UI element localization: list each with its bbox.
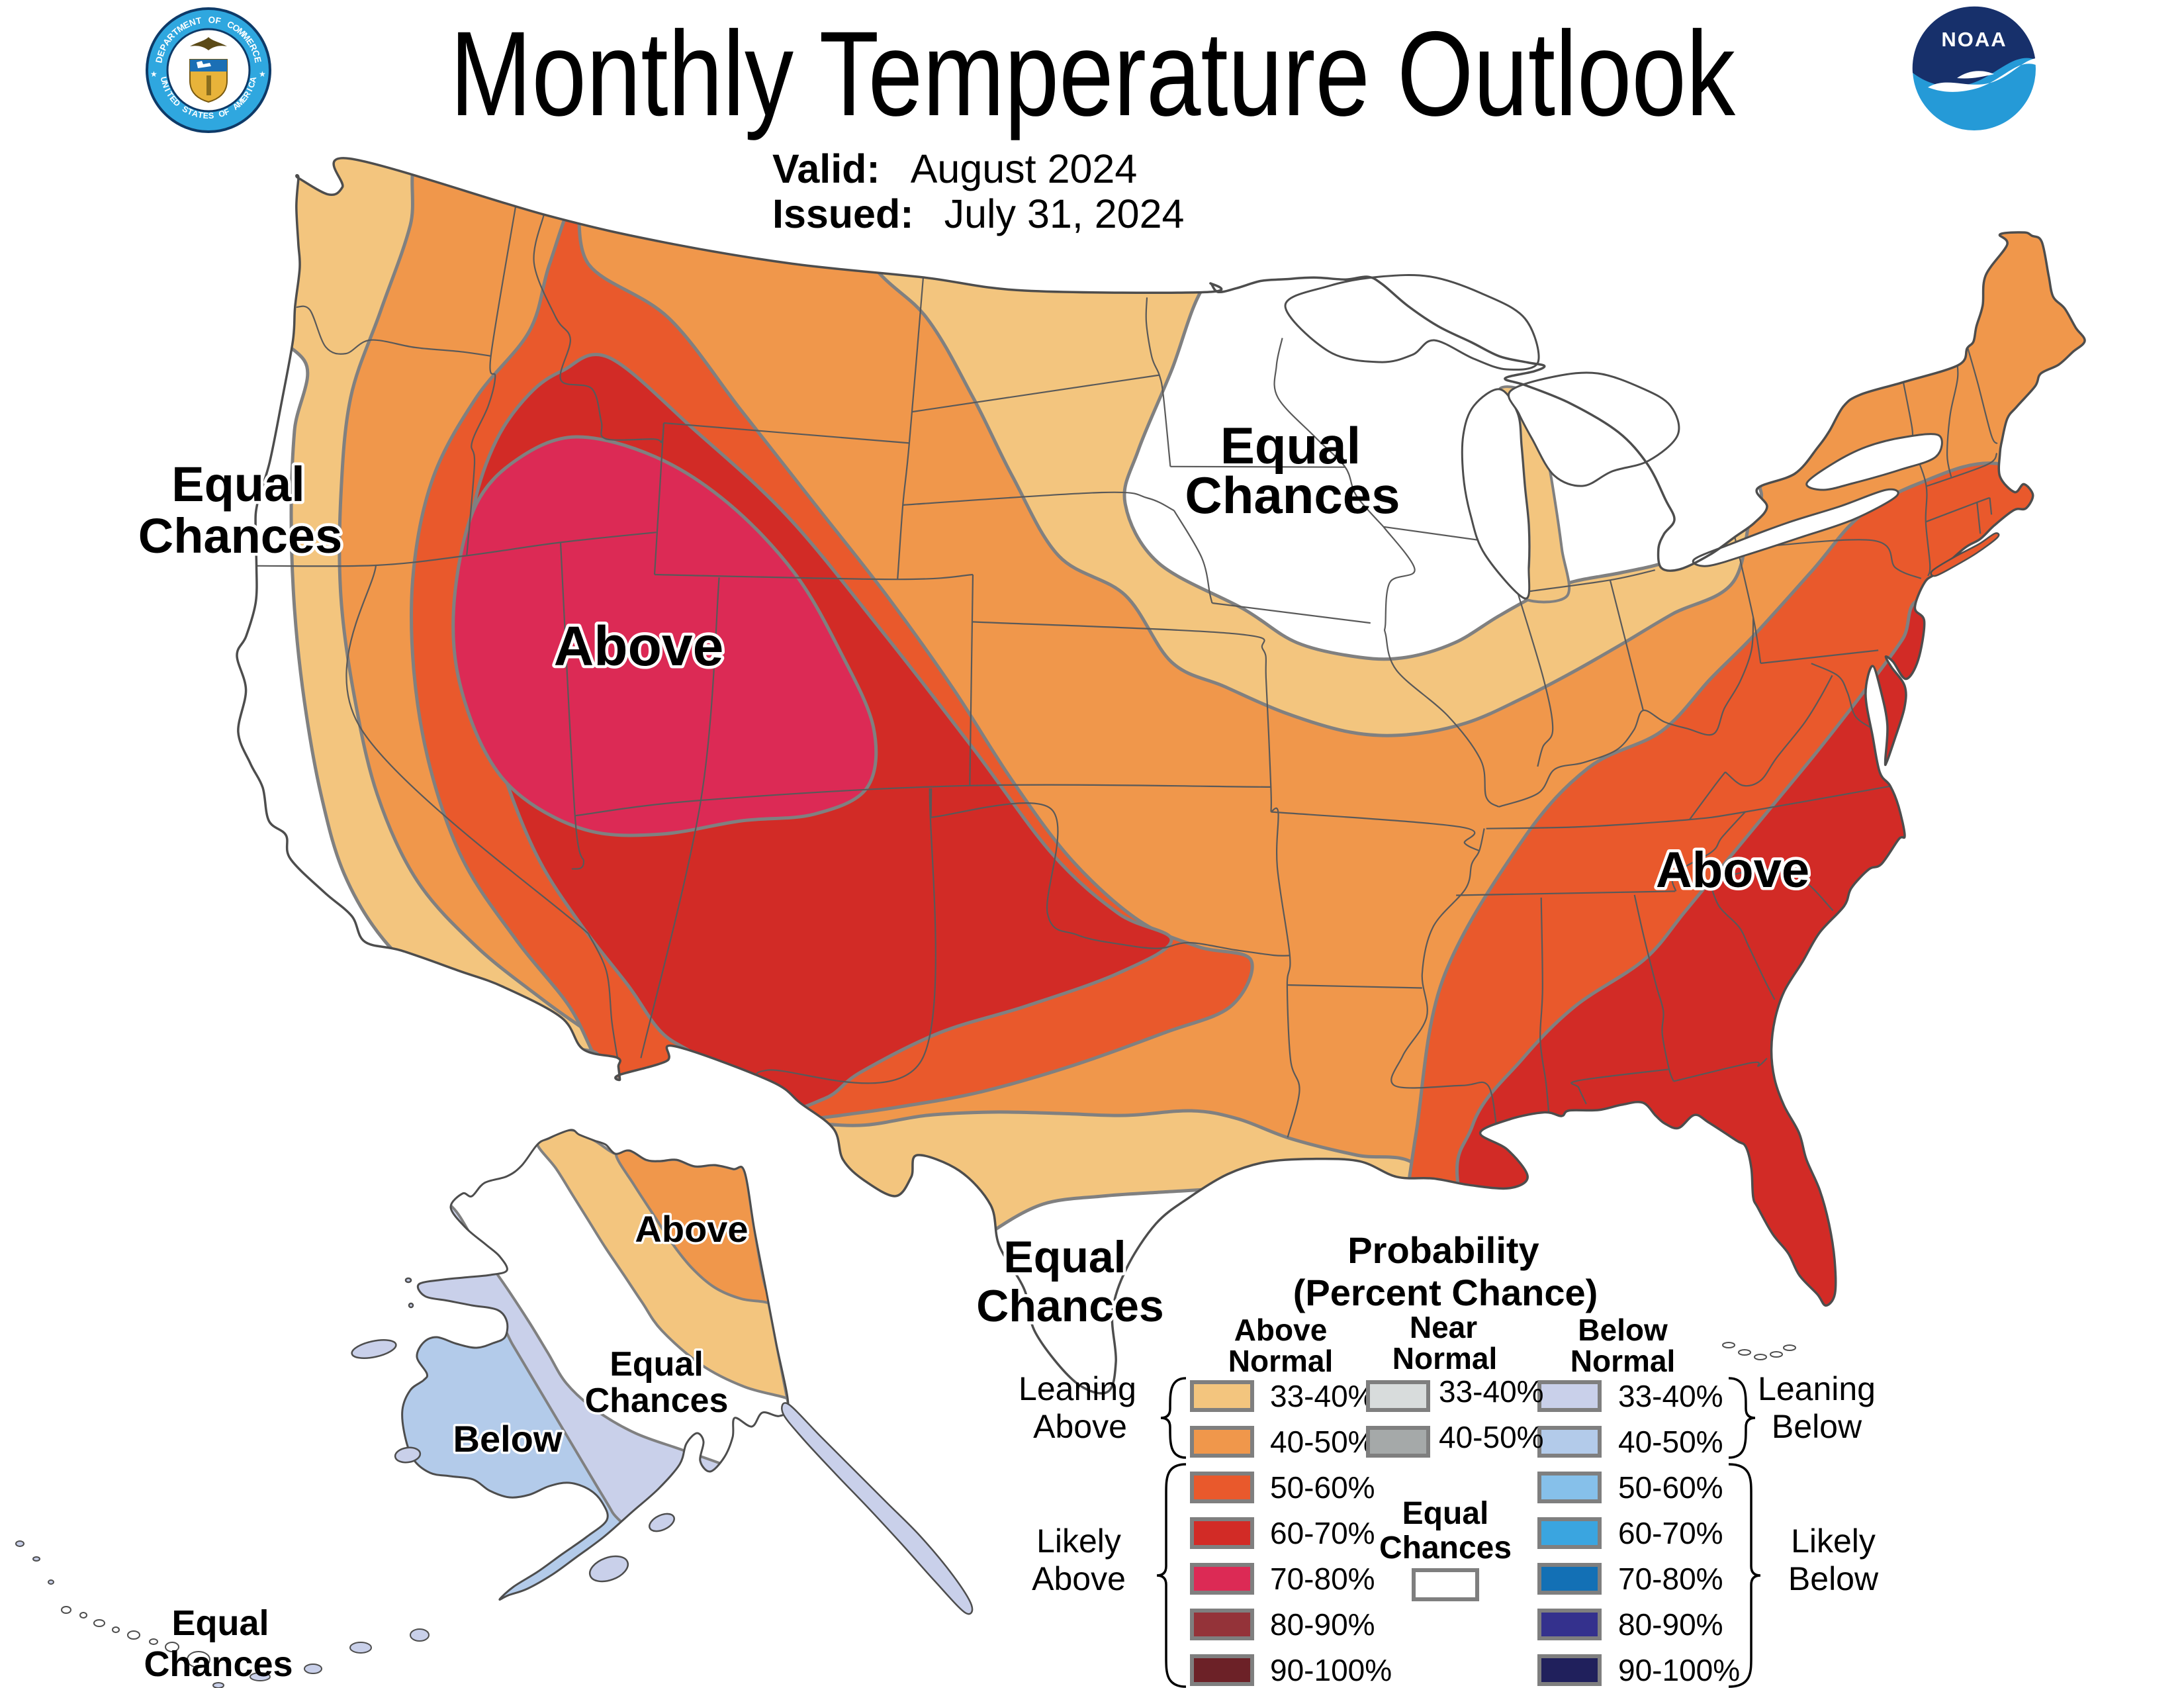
svg-text:U: U [159, 75, 169, 83]
svg-text:Leaning: Leaning [1019, 1370, 1136, 1407]
svg-text:Equal: Equal [610, 1345, 704, 1383]
svg-text:Likely: Likely [1791, 1523, 1876, 1560]
svg-text:Chances: Chances [585, 1382, 729, 1420]
svg-text:40-50%: 40-50% [1270, 1425, 1375, 1459]
svg-text:Above: Above [554, 615, 724, 677]
svg-text:N: N [188, 17, 197, 28]
svg-text:NOAA: NOAA [1941, 28, 2007, 51]
svg-text:Equal: Equal [610, 1345, 704, 1383]
svg-text:60-70%: 60-70% [1270, 1516, 1375, 1550]
svg-text:T: T [197, 110, 204, 120]
svg-text:40-50%: 40-50% [1439, 1420, 1544, 1454]
svg-text:Equal: Equal [171, 1603, 269, 1643]
svg-text:Equal: Equal [1402, 1496, 1489, 1531]
svg-text:50-60%: 50-60% [1618, 1470, 1723, 1505]
svg-text:Above: Above [1033, 1408, 1127, 1445]
svg-text:40-50%: 40-50% [1618, 1425, 1723, 1459]
svg-text:Likely: Likely [1036, 1523, 1121, 1560]
svg-text:Chances: Chances [585, 1382, 729, 1420]
svg-text:Equal: Equal [171, 457, 304, 512]
svg-text:60-70%: 60-70% [1618, 1516, 1723, 1550]
svg-text:C: C [246, 81, 257, 89]
svg-text:Below: Below [1772, 1408, 1862, 1445]
svg-text:Equal: Equal [171, 457, 304, 512]
svg-text:I: I [163, 87, 172, 93]
svg-text:A: A [191, 109, 199, 119]
svg-text:Chances: Chances [1379, 1530, 1512, 1566]
svg-text:O: O [217, 109, 226, 119]
svg-text:Chances: Chances [1185, 466, 1400, 524]
svg-text:Chances: Chances [976, 1281, 1163, 1331]
svg-text:Leaning: Leaning [1758, 1370, 1876, 1407]
svg-text:Chances: Chances [976, 1281, 1163, 1331]
svg-text:Chances: Chances [138, 508, 342, 563]
svg-text:N: N [160, 81, 171, 89]
svg-text:Above: Above [554, 615, 724, 677]
svg-text:Valid:August 2024: Valid: August 2024 [772, 146, 1137, 191]
svg-text:Above: Above [1656, 842, 1809, 898]
svg-text:I: I [245, 87, 254, 93]
svg-text:Chances: Chances [138, 508, 342, 563]
svg-text:Chances: Chances [144, 1644, 293, 1684]
svg-text:Monthly Temperature Outlook: Monthly Temperature Outlook [450, 6, 1736, 141]
svg-text:Equal: Equal [1003, 1232, 1126, 1282]
svg-text:Normal: Normal [1228, 1344, 1333, 1378]
svg-text:(Percent Chance): (Percent Chance) [1293, 1272, 1598, 1313]
svg-text:90-100%: 90-100% [1270, 1653, 1392, 1687]
svg-text:Normal: Normal [1570, 1344, 1675, 1378]
svg-text:80-90%: 80-90% [1270, 1607, 1375, 1642]
svg-text:Near: Near [1410, 1310, 1477, 1344]
svg-text:70-80%: 70-80% [1270, 1562, 1375, 1596]
svg-text:Issued:July 31, 2024: Issued: July 31, 2024 [772, 191, 1184, 236]
svg-text:Equal: Equal [1003, 1232, 1126, 1282]
svg-text:33-40%: 33-40% [1618, 1379, 1723, 1413]
svg-text:Above: Above [635, 1208, 748, 1250]
svg-text:E: E [203, 111, 208, 120]
svg-text:★: ★ [150, 70, 158, 79]
svg-text:F: F [214, 15, 222, 26]
svg-text:★: ★ [259, 70, 266, 79]
svg-text:Above: Above [1234, 1313, 1328, 1347]
svg-text:Above: Above [635, 1208, 748, 1250]
svg-text:A: A [248, 75, 259, 83]
svg-text:Normal: Normal [1392, 1341, 1497, 1376]
svg-text:90-100%: 90-100% [1618, 1653, 1740, 1687]
svg-text:33-40%: 33-40% [1439, 1374, 1544, 1409]
svg-text:T: T [195, 15, 203, 26]
svg-text:D: D [154, 56, 165, 64]
svg-text:Below: Below [453, 1418, 563, 1460]
svg-text:Above: Above [1032, 1560, 1126, 1597]
svg-text:O: O [208, 15, 215, 25]
svg-text:50-60%: 50-60% [1270, 1470, 1375, 1505]
svg-text:Below: Below [1578, 1313, 1668, 1347]
svg-text:Probability: Probability [1347, 1229, 1539, 1271]
svg-text:80-90%: 80-90% [1618, 1607, 1723, 1642]
svg-text:Below: Below [453, 1418, 563, 1460]
svg-text:Above: Above [1656, 842, 1809, 898]
svg-text:33-40%: 33-40% [1270, 1379, 1375, 1413]
svg-text:70-80%: 70-80% [1618, 1562, 1723, 1596]
svg-text:E: E [252, 56, 263, 64]
svg-text:Below: Below [1788, 1560, 1879, 1597]
svg-text:Equal: Equal [1220, 416, 1361, 475]
svg-text:S: S [208, 111, 214, 120]
